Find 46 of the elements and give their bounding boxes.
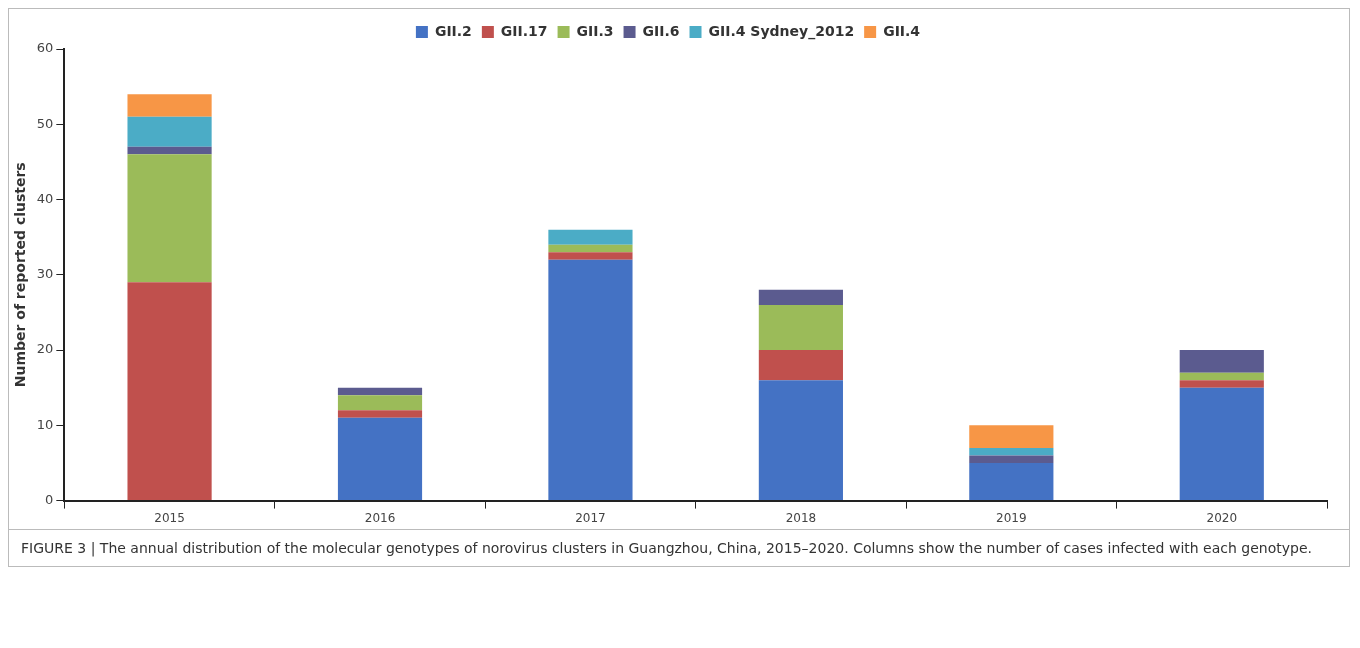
x-tick-label: 2016 bbox=[364, 510, 396, 525]
bar bbox=[127, 146, 212, 155]
bar bbox=[337, 395, 423, 411]
x-tick-label: 2019 bbox=[996, 510, 1027, 525]
bar bbox=[758, 350, 843, 381]
y-tick-label: 20 bbox=[36, 341, 54, 357]
bar bbox=[548, 244, 633, 253]
bar bbox=[127, 94, 212, 117]
bar bbox=[758, 289, 843, 305]
y-tick-label: 60 bbox=[36, 40, 54, 56]
legend-label: GII.4 Sydney_2012 bbox=[708, 22, 855, 40]
bar bbox=[127, 154, 212, 283]
bar bbox=[1179, 387, 1264, 501]
legend-label: GII.17 bbox=[500, 22, 548, 39]
bar bbox=[1179, 380, 1264, 388]
bar bbox=[337, 410, 423, 418]
legend-label: GII.6 bbox=[642, 22, 680, 39]
bar bbox=[127, 282, 212, 501]
bar bbox=[337, 417, 423, 501]
y-axis-title: Number of reported clusters bbox=[12, 162, 29, 388]
legend-label: GII.2 bbox=[434, 22, 472, 39]
y-tick-label: 0 bbox=[45, 491, 54, 507]
bar bbox=[548, 229, 633, 245]
bar bbox=[127, 116, 212, 147]
y-tick-label: 30 bbox=[36, 266, 54, 282]
bar bbox=[969, 455, 1054, 463]
bar bbox=[337, 387, 423, 396]
bar bbox=[758, 380, 843, 501]
x-tick-label: 2015 bbox=[154, 510, 185, 525]
y-tick-label: 50 bbox=[36, 115, 54, 131]
bar bbox=[969, 447, 1054, 456]
x-tick-label: 2020 bbox=[1206, 510, 1238, 525]
y-tick-label: 40 bbox=[36, 190, 54, 206]
legend-label: GII.3 bbox=[576, 22, 614, 39]
bar bbox=[969, 462, 1054, 501]
caption: FIGURE 3 | The annual distribution of the molecular genotypes of norovirus clusters in Guangzhou, China, 2015–2020. Columns show the number of cases infected with each genotype. bbox=[9, 529, 1349, 566]
legend-label: GII.4 bbox=[883, 22, 921, 39]
bar bbox=[548, 252, 633, 260]
bar bbox=[1179, 372, 1264, 381]
bar bbox=[1179, 350, 1264, 373]
y-tick-label: 10 bbox=[36, 416, 54, 432]
bar bbox=[969, 425, 1054, 448]
bar bbox=[758, 304, 843, 351]
x-tick-label: 2017 bbox=[575, 510, 606, 525]
bar bbox=[548, 259, 633, 501]
x-tick-label: 2018 bbox=[785, 510, 817, 525]
